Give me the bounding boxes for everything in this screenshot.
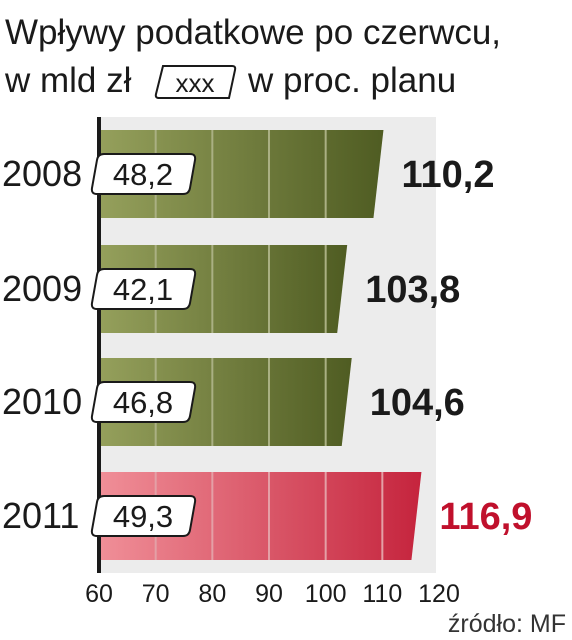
chart-title: Wpływy podatkowe po czerwcu, bbox=[5, 13, 501, 52]
amount-box bbox=[90, 153, 197, 195]
legend-box bbox=[154, 65, 237, 99]
percent-label: 110,2 bbox=[401, 154, 494, 196]
x-tick-label: 90 bbox=[255, 580, 283, 608]
year-label: 2010 bbox=[2, 381, 82, 422]
x-tick-label: 70 bbox=[142, 580, 170, 608]
bar-2011 bbox=[99, 472, 422, 560]
x-tick-label: 60 bbox=[85, 580, 113, 608]
amount-box bbox=[90, 268, 197, 310]
legend: xxx w proc. planu bbox=[154, 61, 456, 100]
labels: 2008 48,2 110,2 2009 42,1 103,8 2010 46,8 104,6 2… bbox=[2, 153, 532, 538]
bar-2009 bbox=[99, 245, 348, 333]
amount-label: 42,1 bbox=[113, 272, 173, 307]
amount-label: 49,3 bbox=[113, 499, 173, 534]
source-note: źródło: MF bbox=[448, 610, 566, 638]
year-label: 2011 bbox=[2, 495, 79, 536]
x-tick-label: 80 bbox=[198, 580, 226, 608]
legend-text: w proc. planu bbox=[247, 61, 456, 100]
gridlines bbox=[154, 130, 384, 560]
chart-subtitle: w mld zł bbox=[4, 61, 132, 100]
legend-box-label: xxx bbox=[176, 68, 215, 98]
percent-label: 104,6 bbox=[370, 382, 465, 424]
amount-label: 48,2 bbox=[113, 157, 173, 192]
bar-2008 bbox=[99, 130, 384, 218]
amount-box bbox=[90, 381, 197, 423]
bar-2010 bbox=[99, 358, 352, 446]
amount-label: 46,8 bbox=[113, 385, 173, 420]
bars bbox=[99, 130, 422, 560]
amount-box bbox=[90, 495, 197, 537]
year-label: 2009 bbox=[2, 268, 82, 309]
x-tick-label: 110 bbox=[362, 580, 402, 608]
year-label: 2008 bbox=[2, 153, 82, 194]
x-tick-label: 100 bbox=[305, 580, 347, 608]
percent-label: 103,8 bbox=[365, 269, 460, 311]
percent-label: 116,9 bbox=[439, 496, 532, 538]
x-tick-labels: 60 70 80 90 100 110 120 bbox=[85, 580, 460, 608]
x-tick-label: 120 bbox=[418, 580, 460, 608]
